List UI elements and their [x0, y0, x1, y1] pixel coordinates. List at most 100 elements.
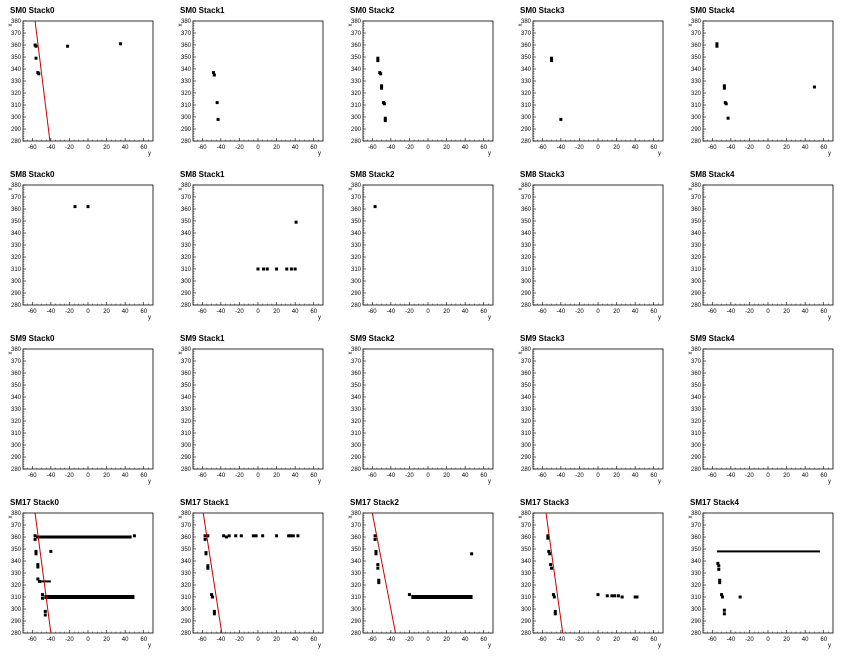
y-axis-label: x: [518, 352, 524, 355]
y-tick-label: 280: [181, 139, 192, 145]
plot-svg: 280 290 300 310 320 330 340 350 360 370 380 -60 -40 -…: [8, 347, 154, 485]
y-tick-label: 300: [181, 115, 192, 121]
fit-line: [34, 21, 51, 141]
x-tick-label: 60: [140, 473, 147, 479]
data-point: [211, 595, 214, 599]
y-tick-label: 280: [351, 631, 362, 637]
data-point: [66, 44, 70, 48]
y-tick-label: 340: [521, 559, 532, 565]
y-tick-label: 350: [11, 219, 22, 225]
y-tick-label: 290: [181, 455, 192, 461]
data-point: [275, 267, 279, 271]
y-tick-label: 350: [521, 55, 532, 61]
y-tick-label: 310: [181, 431, 192, 437]
y-tick-label: 280: [521, 467, 532, 473]
y-tick-label: 380: [11, 19, 22, 25]
y-tick-label: 370: [351, 359, 362, 365]
x-axis-label: y: [828, 151, 831, 157]
plot-frame: [702, 348, 834, 470]
x-tick-label: -40: [47, 473, 56, 479]
x-tick-label: 60: [820, 473, 827, 479]
y-tick-label: 280: [351, 139, 362, 145]
x-tick-label: 0: [426, 637, 430, 643]
data-point: [379, 72, 383, 76]
y-tick-label: 330: [11, 571, 22, 577]
y-tick-label: 340: [351, 559, 362, 565]
x-tick-label: -40: [727, 637, 736, 643]
y-tick-label: 360: [351, 207, 362, 213]
data-point: [296, 534, 300, 538]
y-tick-label: 280: [351, 303, 362, 309]
x-tick-label: 20: [783, 145, 790, 151]
data-point: [553, 612, 557, 616]
panel-title: SM17 Stack4: [690, 498, 739, 507]
data-point: [376, 566, 380, 570]
x-tick-label: 0: [766, 309, 770, 315]
y-tick-label: 320: [351, 91, 362, 97]
y-tick-label: 380: [11, 183, 22, 189]
chart-panel: SM0 Stack0 280 290 300 310 320 330 340 350 360 370…: [0, 0, 170, 164]
y-tick-label: 360: [181, 371, 192, 377]
panel-title: SM0 Stack2: [350, 6, 395, 15]
panel-title: SM8 Stack2: [350, 170, 395, 179]
y-tick-label: 310: [691, 267, 702, 273]
data-point: [33, 537, 37, 541]
y-tick-label: 280: [351, 467, 362, 473]
panel-title: SM0 Stack1: [180, 6, 225, 15]
y-tick-label: 280: [11, 303, 22, 309]
plot-area: [373, 205, 377, 209]
y-tick-label: 350: [181, 219, 192, 225]
y-tick-label: 330: [181, 571, 192, 577]
data-point: [33, 534, 37, 538]
y-tick-label: 310: [521, 595, 532, 601]
y-tick-label: 290: [181, 127, 192, 133]
y-tick-label: 380: [181, 347, 192, 353]
panel-title: SM0 Stack0: [10, 6, 55, 15]
data-point: [383, 119, 387, 123]
chart-panel: SM8 Stack1 280 290 300 310 320 330 340 350 360 370…: [170, 164, 340, 328]
y-tick-label: 370: [691, 195, 702, 201]
point-band: [411, 595, 473, 599]
data-point: [596, 593, 600, 597]
data-point: [254, 534, 258, 538]
data-point: [119, 42, 122, 46]
y-tick-label: 360: [11, 535, 22, 541]
x-tick-label: 0: [256, 309, 260, 315]
x-tick-label: -60: [538, 637, 547, 643]
data-point: [203, 537, 207, 541]
plot-frame: [362, 184, 494, 306]
data-point: [212, 73, 216, 77]
data-point: [285, 267, 289, 271]
x-tick-label: -60: [368, 145, 377, 151]
x-tick-label: -40: [217, 473, 226, 479]
y-tick-label: 320: [521, 91, 532, 97]
x-axis-label: y: [488, 479, 491, 485]
y-tick-label: 280: [11, 631, 22, 637]
y-axis-label: x: [518, 188, 524, 191]
x-tick-label: -40: [557, 637, 566, 643]
plot-svg: 280 290 300 310 320 330 340 350 360 370 380 -60 -40 -…: [8, 19, 154, 157]
x-tick-label: 40: [292, 309, 299, 315]
data-point: [289, 267, 293, 271]
y-tick-label: 320: [11, 583, 22, 589]
y-tick-label: 280: [11, 139, 22, 145]
y-tick-label: 370: [521, 31, 532, 37]
data-point: [41, 596, 44, 600]
plot-svg: 280 290 300 310 320 330 340 350 360 370 380 -60 -40 -…: [688, 19, 834, 157]
x-axis-label: y: [828, 643, 831, 649]
plot-svg: 280 290 300 310 320 330 340 350 360 370 380 -60 -40 -…: [518, 183, 664, 321]
y-axis-label: x: [348, 24, 354, 27]
x-tick-label: -40: [387, 637, 396, 643]
y-tick-label: 360: [181, 535, 192, 541]
x-tick-label: -20: [235, 309, 244, 315]
chart-panel: SM9 Stack3 280 290 300 310 320 330 340 350 360 370…: [510, 328, 680, 492]
x-tick-label: 20: [443, 637, 450, 643]
data-point: [716, 561, 720, 565]
x-axis-label: y: [658, 315, 661, 321]
chart-panel: SM9 Stack4 280 290 300 310 320 330 340 350 360 370…: [680, 328, 850, 492]
y-tick-label: 370: [691, 523, 702, 529]
y-tick-label: 380: [351, 347, 362, 353]
y-tick-label: 300: [11, 115, 22, 121]
y-tick-label: 350: [181, 383, 192, 389]
x-tick-label: -20: [235, 145, 244, 151]
